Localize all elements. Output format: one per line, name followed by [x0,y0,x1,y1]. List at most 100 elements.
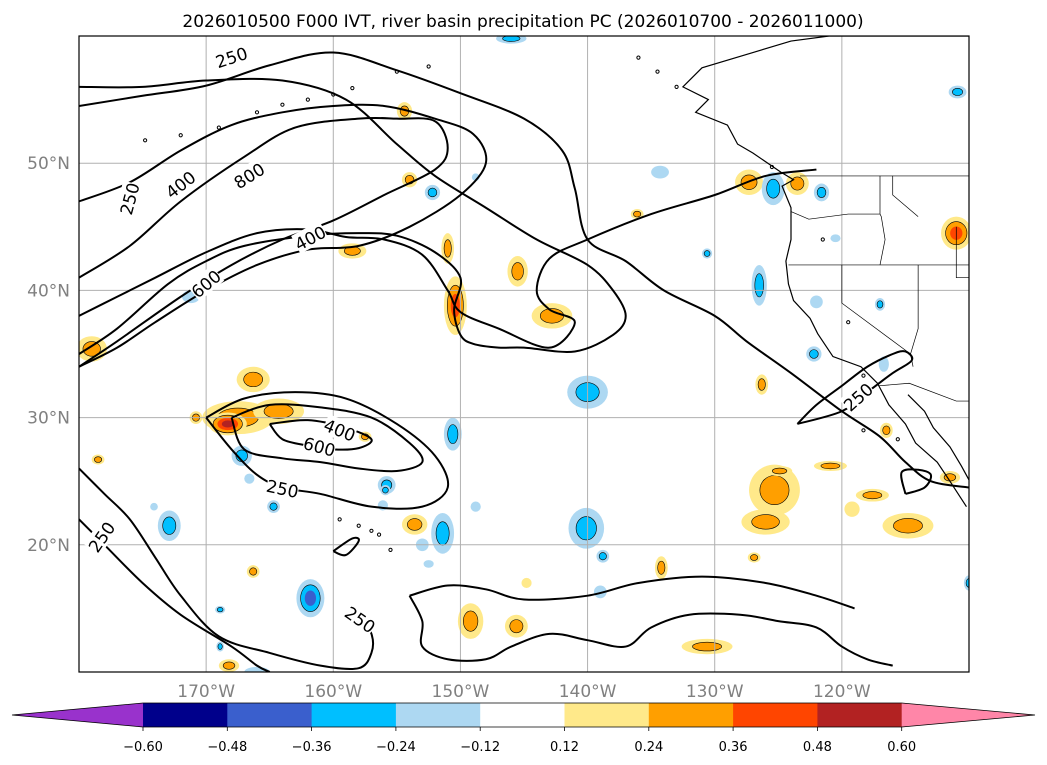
precip-blob [217,643,223,650]
precip-blob [878,356,889,372]
precip-blob [893,518,923,534]
colorbar-tick-label: 0.24 [634,740,663,755]
lon-tick-label: 140°W [559,682,617,702]
precip-blob [657,560,666,575]
colorbar: −0.60 −0.48 −0.36 −0.24 −0.12 0.12 0.24 0.36 0.4… [11,702,1036,755]
island [636,55,641,60]
island [861,428,866,433]
latitude-labels: 50°N 40°N 30°N 20°N [27,154,70,556]
lat-tick-label: 30°N [27,409,70,429]
island [356,523,361,528]
precip-blob [862,491,883,500]
lon-tick-label: 120°W [813,682,871,702]
state-border [878,382,969,402]
precip-blob [244,473,255,484]
precip-blob [820,462,841,470]
gridlines [79,36,969,672]
state-border [879,175,886,266]
colorbar-tick-label: −0.36 [292,740,332,755]
precip-blob [443,239,452,258]
lon-tick-label: 150°W [432,682,490,702]
lat-tick-label: 50°N [27,154,70,174]
state-border [955,226,969,279]
precip-blob [810,295,823,309]
contour-label-bg [321,414,359,445]
map-frame [78,35,970,673]
coastlines [143,36,969,552]
colorbar-extend-right [901,703,1035,727]
island [369,528,374,533]
contour-label-bg [291,221,329,254]
precip-blob [511,262,524,281]
colorbar-extend-left [12,703,143,727]
precip-blob [94,456,103,463]
contour-label-bg [839,378,877,415]
colorbar-bin [395,703,481,727]
contour-label-bg [212,42,250,72]
precip-blob [757,378,766,391]
colorbar-tick-label: −0.12 [460,740,500,755]
island [254,110,260,115]
ivt-contour-line [205,391,450,510]
precip-blob [750,554,759,561]
precip-blob [150,502,158,511]
colorbar-bin [564,703,650,727]
contour-label-bg [115,180,143,217]
island [337,517,342,522]
precip-blob [754,273,764,298]
precip-blob [575,516,597,541]
contour-label-bg [264,474,301,501]
precip-blob [447,424,459,444]
colorbar-tick-label: −0.60 [123,740,163,755]
precip-blob [407,518,423,531]
precip-blob [790,176,805,191]
colorbar-tick-label: −0.48 [207,740,247,755]
island [216,125,221,130]
precip-blob [382,486,389,494]
island [143,138,148,143]
precip-blob [593,585,607,599]
precip-blob [809,349,819,359]
chart-title: 2026010500 F000 IVT, river basin precipi… [182,12,863,32]
precip-blob [263,403,294,419]
colorbar-bin [648,703,734,727]
island [861,373,866,378]
colorbar-tick-label: 0.36 [719,740,748,755]
map-background [79,36,969,672]
state-border [892,175,919,217]
precip-blob [952,88,963,96]
contour-label-bg [301,432,338,460]
contour-label-bg [83,517,119,556]
lon-tick-label: 170°W [177,682,235,702]
precip-blob [427,187,438,198]
ivt-contour-line [900,468,933,495]
precip-blob [766,178,781,199]
colorbar-tick-label: 0.60 [887,740,916,755]
colorbar-bin [227,703,313,727]
precip-blob [703,250,711,257]
precip-blob [82,341,101,357]
island [655,69,660,74]
lat-tick-label: 40°N [27,281,70,301]
colorbar-bin [817,703,903,727]
precip-blob [249,567,258,576]
lon-tick-label: 160°W [304,682,362,702]
precip-blob [221,420,234,428]
precip-blob [830,234,841,243]
island [769,164,775,170]
island [376,532,382,537]
precip-blob [502,36,521,42]
contour-label-bg [186,265,225,302]
contour-label-bg [161,166,199,202]
precip-blob [965,578,969,588]
colorbar-tick-label: 0.48 [803,740,832,755]
precip-blob [759,475,790,506]
coastline [681,36,969,507]
island [178,133,183,138]
precip-blob [462,610,479,632]
precip-blob [470,501,481,512]
island [820,237,825,242]
lat-tick-label: 20°N [27,536,70,556]
